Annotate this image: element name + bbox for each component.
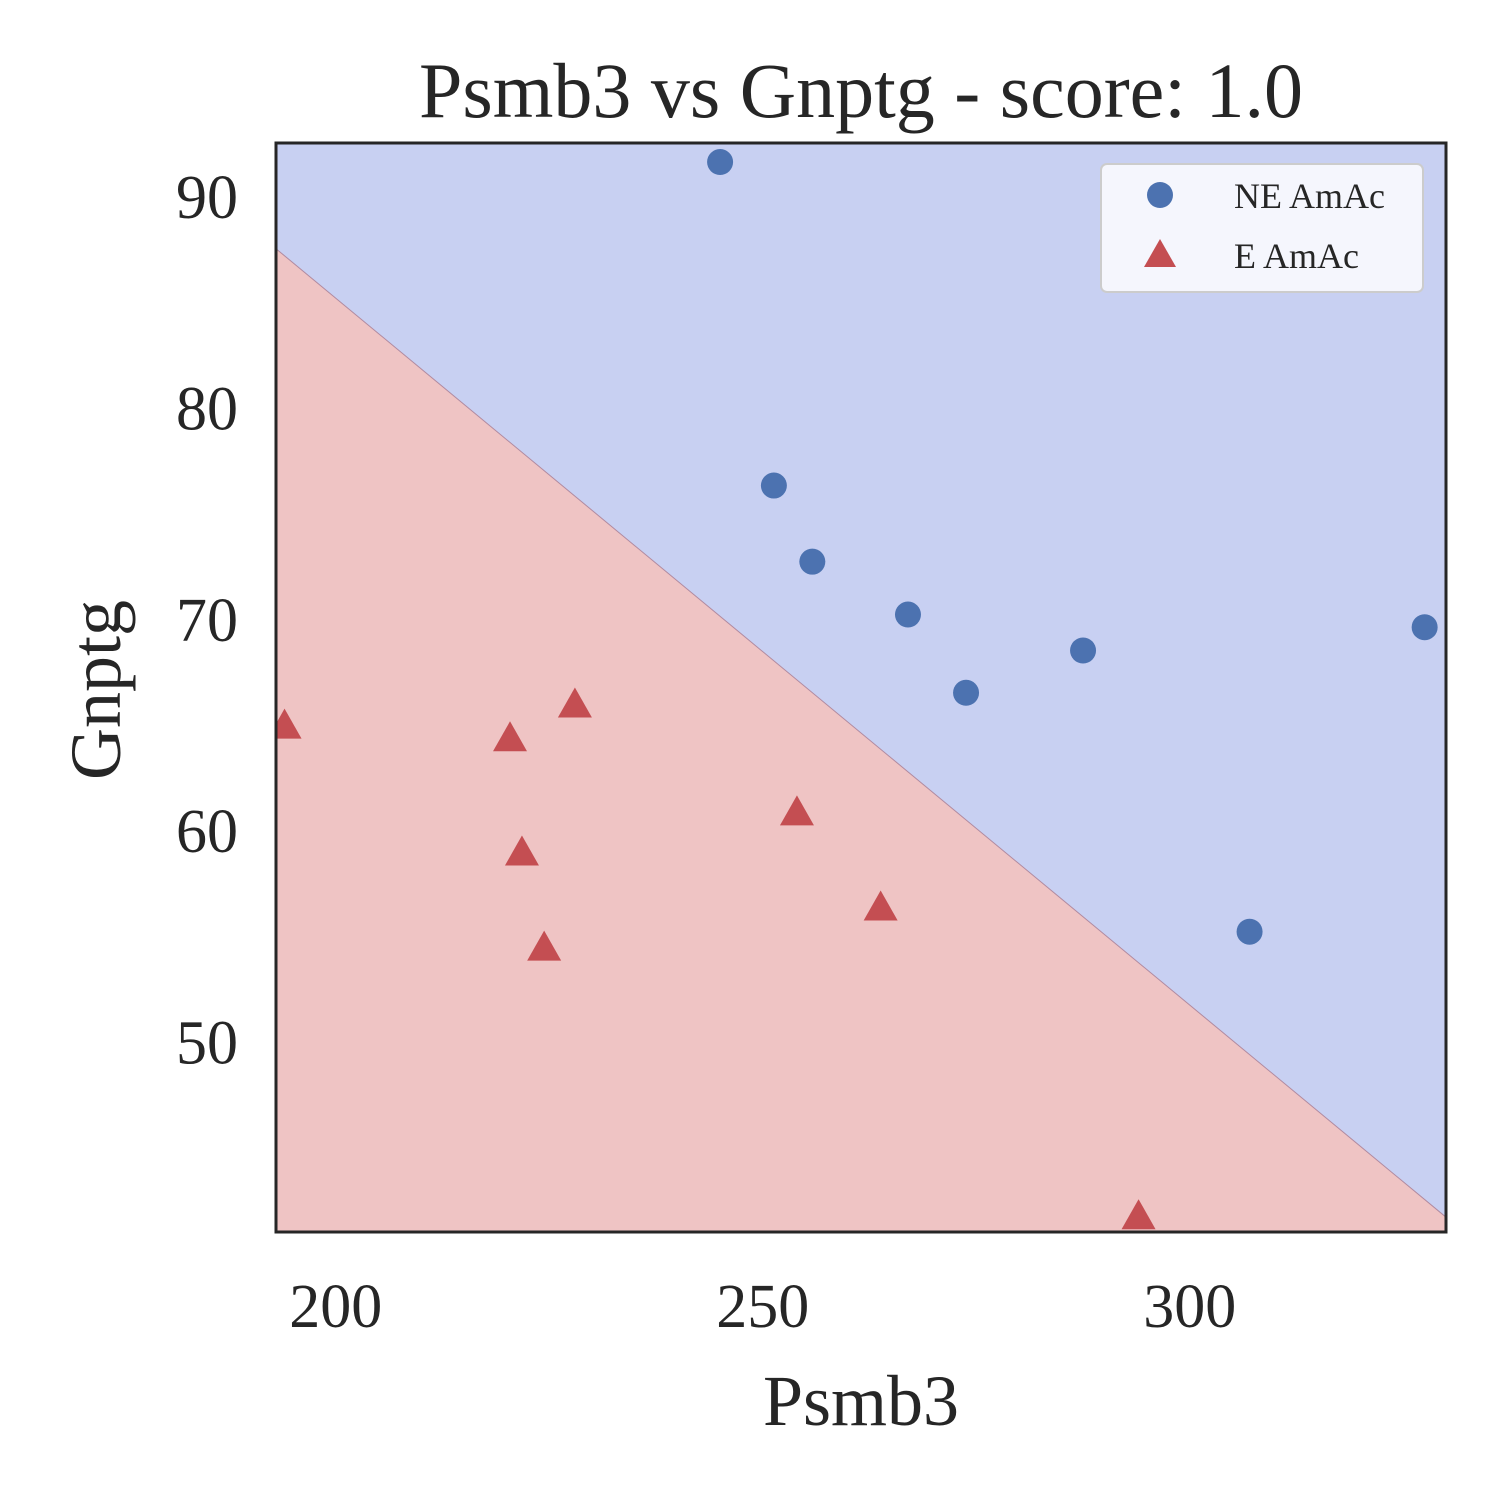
legend: NE AmAc E AmAc: [1100, 163, 1424, 293]
data-point-series1-0: [276, 708, 302, 739]
chart-title: Psmb3 vs Gnptg - score: 1.0: [419, 47, 1303, 134]
y-tick-label-60: 60: [176, 798, 238, 866]
y-tick-label-70: 70: [176, 587, 238, 655]
decision-region-e: [276, 248, 1446, 1232]
y-tick-label-90: 90: [176, 164, 238, 232]
x-tick-labels: 200 250 300: [289, 1273, 1236, 1341]
data-point-series1-7: [1121, 1199, 1156, 1230]
data-point-series0-6: [1236, 918, 1263, 945]
data-point-series1-1: [493, 721, 527, 752]
y-tick-label-50: 50: [176, 1010, 238, 1078]
data-point-series0-3: [894, 601, 921, 628]
decision-region-ne: [276, 143, 1446, 1218]
y-tick-label-80: 80: [176, 375, 238, 443]
x-tick-label-250: 250: [716, 1273, 809, 1341]
legend-label-ne-amac: NE AmAc: [1234, 176, 1385, 216]
data-point-series0-4: [953, 679, 980, 706]
legend-marker-e-amac: [1144, 239, 1176, 267]
x-tick-label-200: 200: [289, 1273, 382, 1341]
x-axis-label: Psmb3: [763, 1361, 959, 1441]
data-point-series0-0: [707, 149, 734, 176]
data-point-series0-2: [799, 548, 826, 575]
data-point-series0-1: [760, 472, 787, 499]
data-point-series0-7: [1411, 614, 1438, 641]
y-tick-labels: 50 60 70 80 90: [176, 164, 238, 1078]
data-points: [276, 149, 1438, 1230]
decision-boundary: [276, 248, 1446, 1218]
data-point-series1-4: [557, 687, 592, 718]
legend-marker-ne-amac: [1147, 182, 1173, 208]
plot-frame: [274, 141, 1448, 1234]
data-point-series1-2: [504, 835, 539, 866]
y-axis-label: Gnptg: [56, 600, 136, 780]
data-point-series1-3: [527, 930, 562, 961]
legend-label-e-amac: E AmAc: [1234, 236, 1359, 276]
legend-box: [1100, 163, 1424, 293]
data-point-series0-5: [1070, 637, 1097, 664]
data-point-series1-5: [779, 795, 814, 826]
x-tick-label-300: 300: [1143, 1273, 1236, 1341]
data-point-series1-6: [863, 890, 898, 921]
